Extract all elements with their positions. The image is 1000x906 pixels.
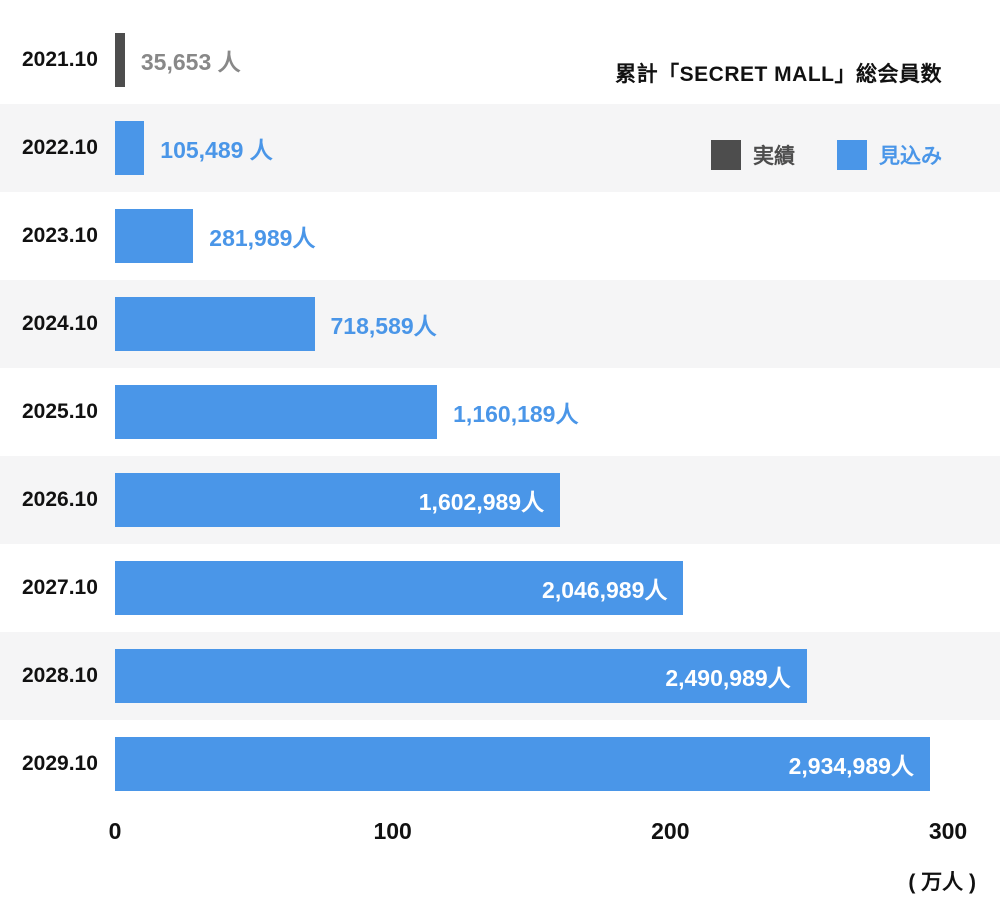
chart-row: 2021.10 35,653 人 — [0, 16, 1000, 104]
value-label: 105,489 人 — [160, 137, 273, 163]
plot-area: 281,989人 — [115, 192, 948, 280]
value-label: 2,934,989人 — [788, 753, 914, 779]
chart-row: 2022.10 105,489 人 — [0, 104, 1000, 192]
forecast-bar: 2,490,989人 — [115, 649, 807, 703]
bar-rows: 2021.10 35,653 人 2022.10 105,489 人 2023.10 28… — [0, 16, 1000, 808]
plot-area: 1,602,989人 — [115, 456, 948, 544]
category-label: 2028.10 — [22, 664, 98, 687]
plot-area: 35,653 人 — [115, 16, 948, 104]
value-label: 281,989人 — [209, 225, 316, 251]
plot-area: 2,046,989人 — [115, 544, 948, 632]
plot-area: 105,489 人 — [115, 104, 948, 192]
category-label: 2026.10 — [22, 488, 98, 511]
x-axis-tick-label: 300 — [928, 818, 968, 844]
chart-row: 2024.10 718,589人 — [0, 280, 1000, 368]
category-label: 2029.10 — [22, 752, 98, 775]
chart-row: 2028.10 2,490,989人 — [0, 632, 1000, 720]
chart-title: 累計「SECRET MALL」総会員数 — [615, 63, 942, 86]
chart-row: 2025.10 1,160,189人 — [0, 368, 1000, 456]
category-label: 2021.10 — [22, 48, 98, 71]
legend-swatch — [711, 140, 741, 170]
x-axis-tick-label: 100 — [373, 818, 412, 844]
x-axis: 0 100 200 300 — [109, 808, 968, 848]
plot-area: 2,490,989人 — [115, 632, 948, 720]
chart-row: 2026.10 1,602,989人 — [0, 456, 1000, 544]
legend: 実績 見込み — [711, 140, 942, 170]
forecast-bar — [115, 209, 194, 263]
chart-row: 2023.10 281,989人 — [0, 192, 1000, 280]
legend-item-label: 実績 — [753, 145, 795, 168]
value-label: 1,602,989人 — [418, 489, 545, 515]
value-label: 2,490,989人 — [665, 665, 791, 691]
value-label: 2,046,989人 — [542, 577, 668, 603]
legend-item-label: 見込み — [879, 145, 942, 168]
x-axis-tick-label: 0 — [108, 818, 122, 844]
category-label: 2022.10 — [22, 136, 98, 159]
forecast-bar — [115, 121, 145, 175]
forecast-bar — [115, 297, 315, 351]
forecast-bar: 2,046,989人 — [115, 561, 684, 615]
value-label: 35,653 人 — [140, 49, 241, 75]
forecast-bar: 2,934,989人 — [115, 737, 930, 791]
plot-area: 1,160,189人 — [115, 368, 948, 456]
x-axis-unit: ( 万人 ) — [908, 871, 976, 894]
chart-row: 2029.10 2,934,989人 — [0, 720, 1000, 808]
legend-swatch — [837, 140, 867, 170]
legend-item: 実績 — [711, 140, 795, 170]
category-label: 2027.10 — [22, 576, 98, 599]
forecast-bar: 1,602,989人 — [115, 473, 561, 527]
value-label: 718,589人 — [330, 313, 437, 339]
chart-row: 2027.10 2,046,989人 — [0, 544, 1000, 632]
x-axis-tick-label: 200 — [651, 818, 690, 844]
value-label: 1,160,189人 — [453, 401, 579, 427]
actual-bar — [115, 33, 125, 87]
category-label: 2024.10 — [22, 312, 98, 335]
plot-area: 718,589人 — [115, 280, 948, 368]
plot-area: 2,934,989人 — [115, 720, 948, 808]
legend-item: 見込み — [837, 140, 942, 170]
forecast-bar — [115, 385, 438, 439]
category-label: 2023.10 — [22, 224, 98, 247]
category-label: 2025.10 — [22, 400, 98, 423]
